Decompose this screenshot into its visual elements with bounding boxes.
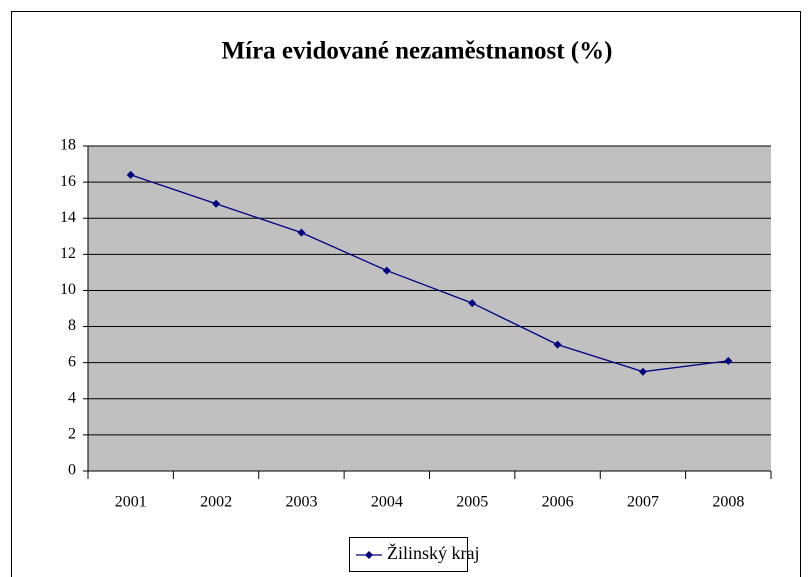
x-tick-label: 2005 [456, 494, 488, 511]
x-tick-label: 2008 [712, 494, 744, 511]
y-tick-label: 2 [68, 426, 76, 443]
y-tick-label: 10 [60, 281, 76, 298]
point-marker [638, 367, 647, 376]
point-marker [468, 299, 477, 308]
x-tick-label: 2002 [200, 494, 232, 511]
point-marker [724, 356, 733, 365]
y-tick-label: 16 [60, 173, 76, 190]
y-tick-label: 14 [60, 209, 76, 226]
y-tick-label: 12 [60, 245, 76, 262]
y-tick-label: 8 [68, 317, 76, 334]
series-line [130, 174, 729, 373]
point-marker [126, 170, 135, 179]
plot-area [88, 146, 771, 471]
legend-label: Žilinský kraj [387, 542, 480, 563]
x-tick-label: 2003 [285, 494, 317, 511]
point-marker [553, 340, 562, 349]
x-tick-label: 2004 [371, 494, 403, 511]
y-tick-label: 6 [68, 353, 76, 370]
chart-title: Míra evidované nezaměstnanost (%) [222, 38, 613, 65]
y-tick-label: 0 [68, 462, 76, 479]
y-tick-label: 18 [60, 137, 76, 154]
legend-marker [365, 551, 373, 559]
x-tick-label: 2007 [627, 494, 659, 511]
point-marker [212, 199, 221, 208]
x-tick-label: 2006 [542, 494, 574, 511]
y-tick-label: 4 [68, 389, 76, 406]
x-tick-label: 2001 [115, 494, 147, 511]
point-marker [382, 266, 391, 275]
point-marker [297, 228, 306, 237]
